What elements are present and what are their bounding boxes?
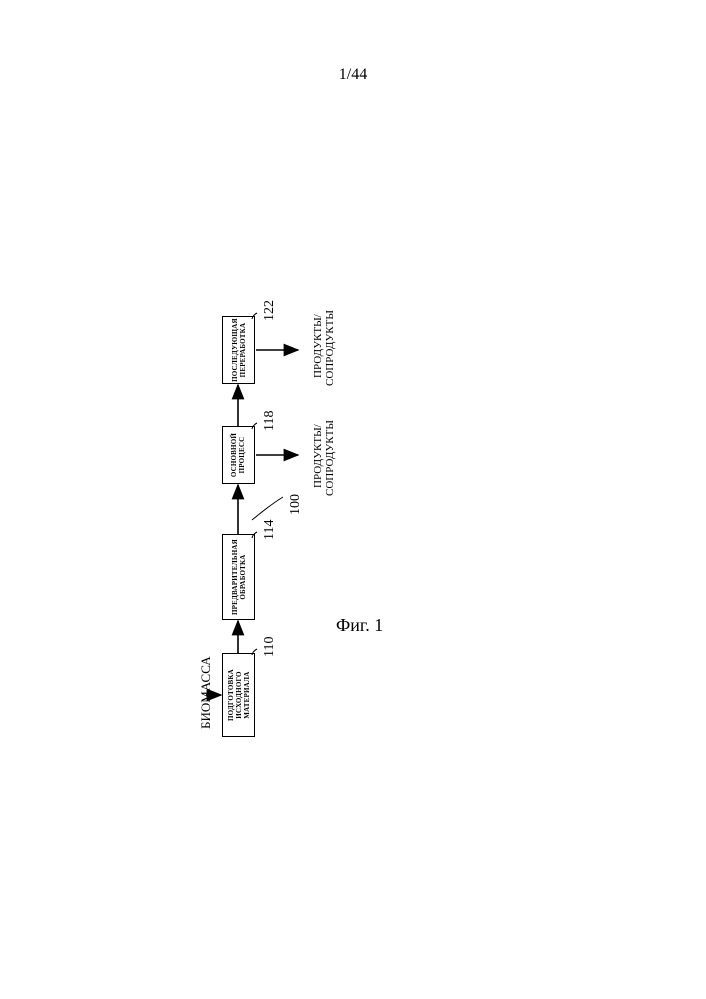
box-pretreatment-ref: 114 (262, 520, 278, 540)
output-2-line1: ПРОДУКТЫ/ (312, 314, 324, 378)
box-feedstock-prep-text: ПОДГОТОВКА ИСХОДНОГО МАТЕРИАЛА (226, 669, 250, 721)
box-post-processing-ref: 122 (262, 300, 278, 321)
output-2-line2: СОПРОДУКТЫ (324, 310, 336, 386)
output-1-line2: СОПРОДУКТЫ (324, 420, 336, 496)
box-post-processing-text: ПОСЛЕДУЮЩАЯ ПЕРЕРАБОТКА (230, 318, 246, 382)
output-1-line1: ПРОДУКТЫ/ (312, 424, 324, 488)
box-feedstock-prep: ПОДГОТОВКА ИСХОДНОГО МАТЕРИАЛА (222, 653, 255, 737)
flow-diagram: БИОМАССА 100 ПОДГОТОВКА ИСХОДНОГО МАТЕРИ… (0, 0, 706, 999)
box-main-process-text: ОСНОВНОЙ ПРОЦЕСС (230, 433, 246, 477)
diagram-ref: 100 (288, 494, 304, 515)
input-label: БИОМАССА (198, 656, 214, 729)
figure-caption: Фиг. 1 (336, 615, 383, 636)
arrows-layer (0, 0, 706, 999)
box-pretreatment-text: ПРЕДВАРИТЕЛЬНАЯ ОБРАБОТКА (230, 539, 246, 615)
box-post-processing: ПОСЛЕДУЮЩАЯ ПЕРЕРАБОТКА (222, 316, 255, 384)
box-pretreatment: ПРЕДВАРИТЕЛЬНАЯ ОБРАБОТКА (222, 534, 255, 620)
box-feedstock-prep-ref: 110 (262, 637, 278, 657)
box-main-process-ref: 118 (262, 411, 278, 431)
box-main-process: ОСНОВНОЙ ПРОЦЕСС (222, 426, 255, 484)
